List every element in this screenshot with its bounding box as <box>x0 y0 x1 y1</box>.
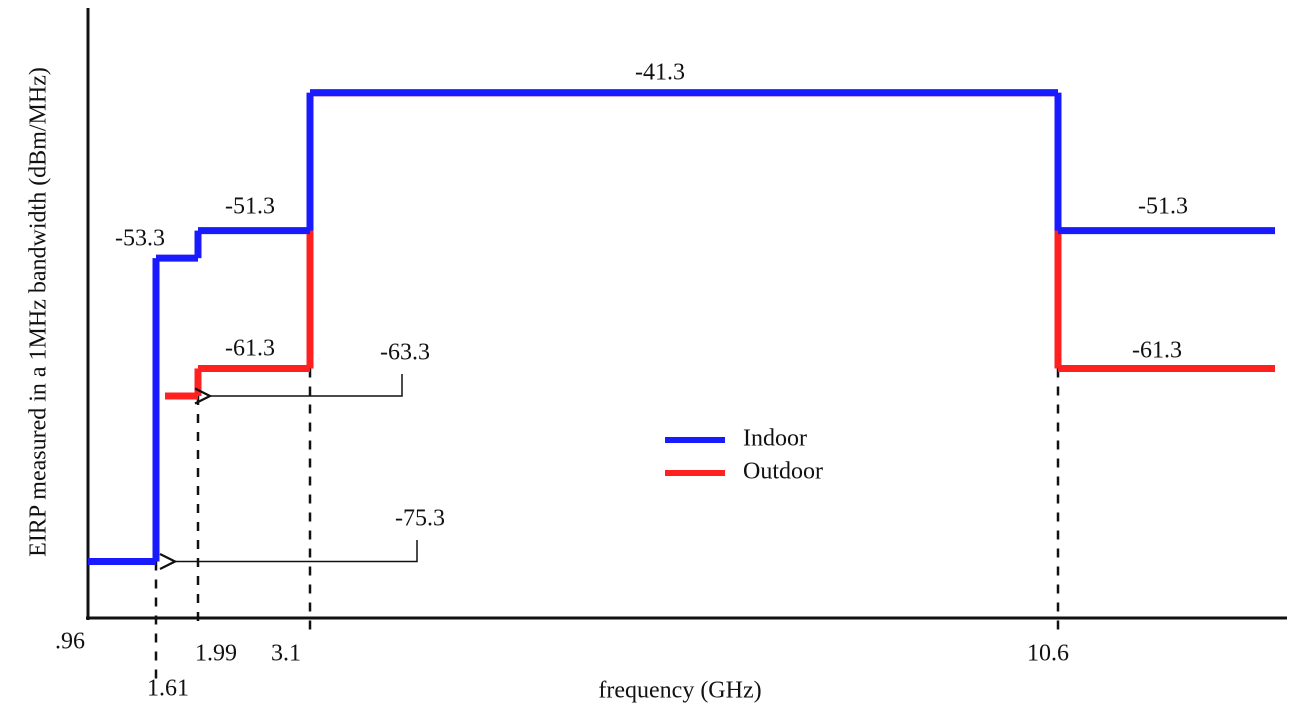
value-label: -51.3 <box>1138 194 1188 220</box>
legend-label: Outdoor <box>743 459 823 485</box>
value-label: -41.3 <box>635 60 685 86</box>
x-tick-label: .96 <box>55 629 85 655</box>
label-arrow <box>210 374 402 396</box>
value-label: -53.3 <box>115 226 165 252</box>
y-axis-label: EIRP measured in a 1MHz bandwidth (dBm/M… <box>26 67 52 557</box>
label-arrow <box>175 540 417 561</box>
chart: EIRP measured in a 1MHz bandwidth (dBm/M… <box>0 0 1295 712</box>
value-label: -63.3 <box>380 340 430 366</box>
x-axis-label: frequency (GHz) <box>598 678 761 704</box>
x-tick-label: 3.1 <box>271 641 301 667</box>
value-label: -61.3 <box>1132 338 1182 364</box>
x-tick-label: 10.6 <box>1027 641 1069 667</box>
legend-label: Indoor <box>743 426 807 452</box>
value-label: -51.3 <box>225 194 275 220</box>
x-tick-label: 1.61 <box>147 676 189 702</box>
x-tick-label: 1.99 <box>195 641 237 667</box>
value-label: -61.3 <box>225 336 275 362</box>
value-label: -75.3 <box>395 506 445 532</box>
